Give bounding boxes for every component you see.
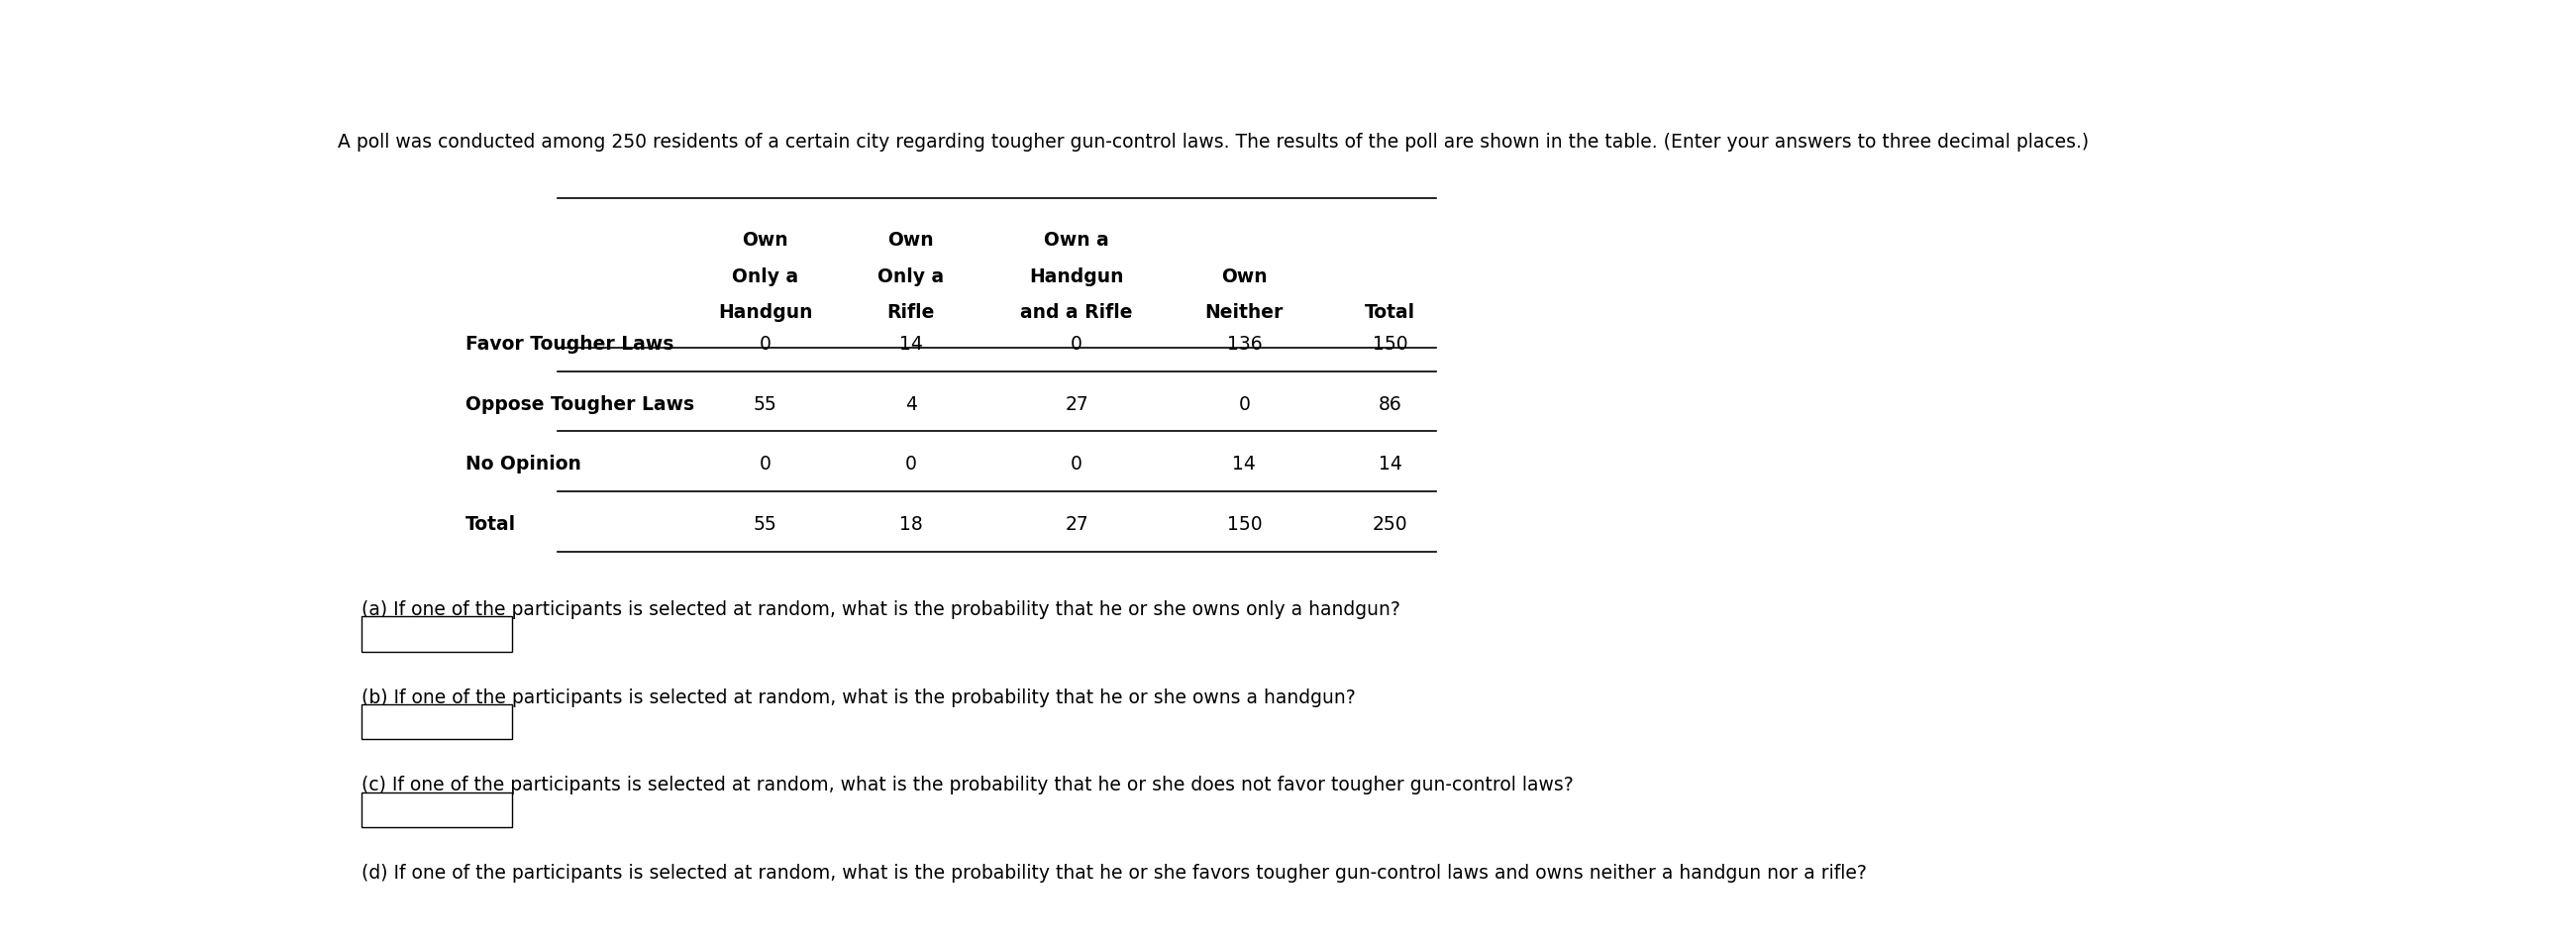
Text: 0: 0 [904, 455, 917, 474]
Text: 136: 136 [1226, 335, 1262, 353]
Text: Own: Own [889, 231, 935, 250]
Text: (d) If one of the participants is selected at random, what is the probability th: (d) If one of the participants is select… [361, 864, 1868, 883]
Bar [361, 880, 513, 915]
Text: 14: 14 [899, 335, 922, 353]
Text: 27: 27 [1064, 395, 1090, 414]
Text: Own a: Own a [1043, 231, 1110, 250]
Text: Own: Own [742, 231, 788, 250]
Text: 0: 0 [1072, 335, 1082, 353]
Text: 14: 14 [1231, 455, 1257, 474]
Text: 18: 18 [899, 515, 922, 534]
Text: 150: 150 [1373, 335, 1406, 353]
Text: No Opinion: No Opinion [466, 455, 582, 474]
Bar [361, 617, 513, 652]
Text: Only a: Only a [732, 268, 799, 287]
Text: Total: Total [466, 515, 515, 534]
Text: Handgun: Handgun [1030, 268, 1123, 287]
Text: (c) If one of the participants is selected at random, what is the probability th: (c) If one of the participants is select… [361, 776, 1574, 795]
Text: Favor Tougher Laws: Favor Tougher Laws [466, 335, 675, 353]
Text: Oppose Tougher Laws: Oppose Tougher Laws [466, 395, 696, 414]
Text: 250: 250 [1373, 515, 1406, 534]
Text: 4: 4 [904, 395, 917, 414]
Text: 0: 0 [1072, 455, 1082, 474]
Text: (a) If one of the participants is selected at random, what is the probability th: (a) If one of the participants is select… [361, 600, 1401, 619]
Bar [361, 704, 513, 739]
Text: 55: 55 [752, 515, 778, 534]
Text: Only a: Only a [878, 268, 945, 287]
Bar [361, 792, 513, 827]
Text: Own: Own [1221, 268, 1267, 287]
Text: 14: 14 [1378, 455, 1401, 474]
Text: Neither: Neither [1206, 303, 1283, 321]
Text: Handgun: Handgun [719, 303, 811, 321]
Text: and a Rifle: and a Rifle [1020, 303, 1133, 321]
Text: A poll was conducted among 250 residents of a certain city regarding tougher gun: A poll was conducted among 250 residents… [337, 132, 2089, 151]
Text: 0: 0 [760, 335, 770, 353]
Text: 150: 150 [1226, 515, 1262, 534]
Text: Total: Total [1365, 303, 1414, 321]
Text: (b) If one of the participants is selected at random, what is the probability th: (b) If one of the participants is select… [361, 688, 1355, 707]
Text: 55: 55 [752, 395, 778, 414]
Text: 86: 86 [1378, 395, 1401, 414]
Text: 0: 0 [760, 455, 770, 474]
Text: 0: 0 [1239, 395, 1249, 414]
Text: Rifle: Rifle [886, 303, 935, 321]
Text: 27: 27 [1064, 515, 1090, 534]
